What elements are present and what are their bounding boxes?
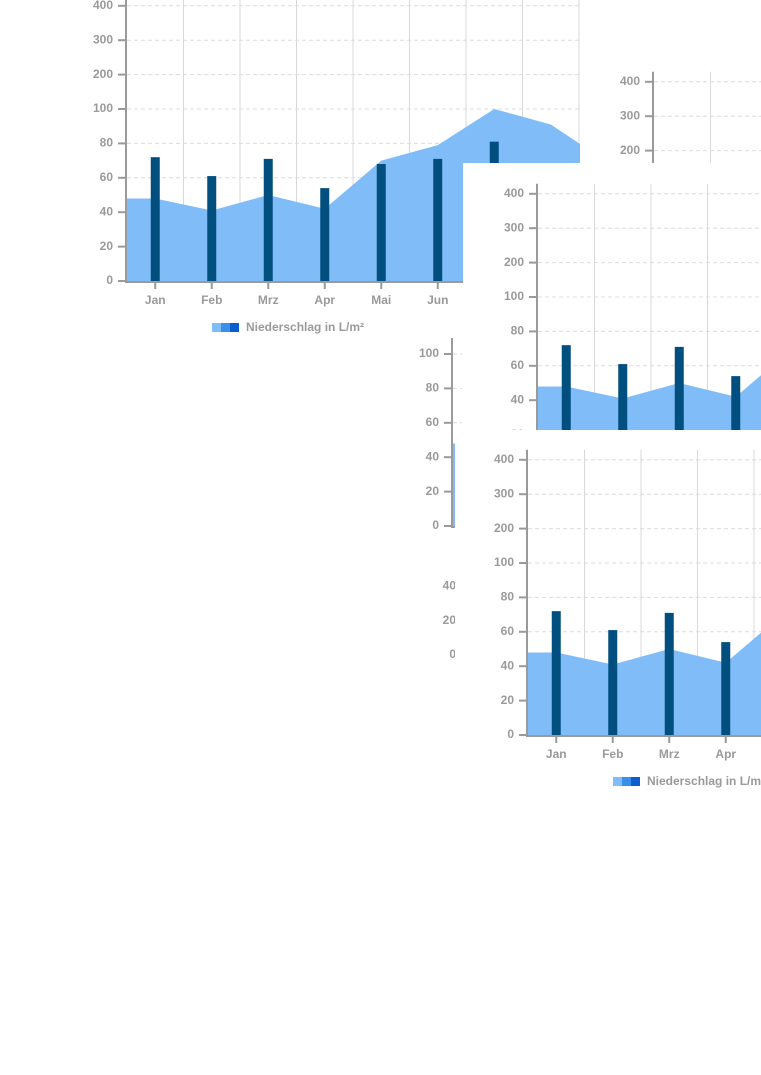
bar xyxy=(263,158,273,281)
x-tick-label: Feb xyxy=(201,293,222,307)
chart-copy xyxy=(463,163,761,430)
y-tick-label: 40 xyxy=(100,204,114,218)
legend-swatch xyxy=(212,323,221,332)
bar xyxy=(150,157,160,281)
y-tick-label: 300 xyxy=(93,32,113,46)
chart-copy xyxy=(455,430,761,790)
legend-swatch xyxy=(221,323,230,332)
bar xyxy=(433,158,443,281)
y-tick-label: 80 xyxy=(100,136,114,150)
bar xyxy=(320,188,330,281)
x-tick-label: Mai xyxy=(371,293,391,307)
x-tick-label: Jan xyxy=(145,293,166,307)
legend-swatch xyxy=(230,323,239,332)
y-tick-label: 100 xyxy=(93,101,113,115)
legend-label: Niederschlag in L/m² xyxy=(246,320,364,334)
x-tick-label: Mrz xyxy=(258,293,279,307)
y-tick-label: 60 xyxy=(100,170,114,184)
y-tick-label: 20 xyxy=(100,239,114,253)
x-tick-label: Apr xyxy=(314,293,335,307)
y-tick-label: 200 xyxy=(93,67,113,81)
bar xyxy=(207,176,217,281)
y-tick-label: 400 xyxy=(93,0,113,12)
bar xyxy=(376,164,386,281)
chart-copy xyxy=(580,50,761,163)
chart: 0 20 40 60 80 100 200 300 400 Jan Feb Mrz Apr Mai Jun N… xyxy=(93,0,581,334)
x-tick-label: Jun xyxy=(427,293,448,307)
chart-copy xyxy=(438,575,458,665)
y-tick-label: 0 xyxy=(106,273,113,287)
chart-copy xyxy=(405,338,462,533)
